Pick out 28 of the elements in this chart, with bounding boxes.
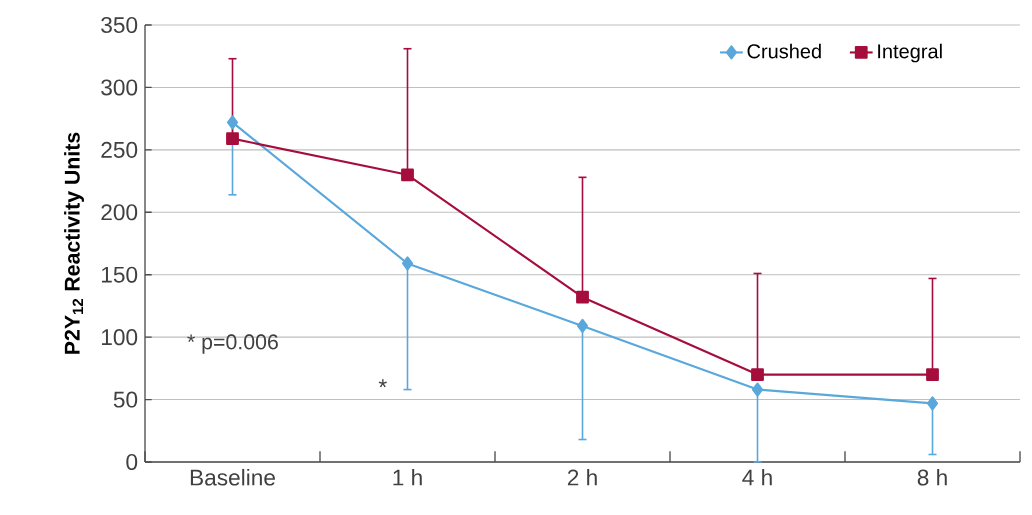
legend-label: Integral (878, 43, 942, 63)
y-tick-label: 250 (101, 141, 138, 158)
point (751, 382, 764, 397)
point (226, 132, 239, 146)
y-tick-label: 350 (101, 16, 138, 34)
x-tick-label: 8 h (917, 468, 947, 486)
point (576, 290, 589, 304)
y-tick-label: 200 (101, 204, 138, 221)
y-axis-title: P2Y$_{12}$ Reactivity Units (64, 132, 84, 354)
y-tick-label: 0 (126, 453, 138, 471)
x-tick-label: 2 h (567, 468, 597, 486)
point (751, 368, 764, 381)
point (226, 115, 239, 130)
x-tick-label: 4 h (742, 468, 772, 486)
x-tick-label: Baseline (190, 468, 275, 486)
annotation: * p=0.006 (187, 334, 278, 354)
point (926, 368, 939, 381)
legend-label: Crushed (747, 43, 821, 59)
point (576, 318, 589, 333)
point (401, 168, 414, 182)
x-tick-label: 1 h (393, 468, 422, 486)
annotation: * (378, 379, 387, 388)
y-tick-label: 100 (101, 329, 138, 346)
point (401, 256, 414, 271)
y-tick-label: 50 (113, 391, 138, 408)
point (926, 396, 939, 411)
y-tick-label: 150 (101, 266, 138, 283)
y-tick-label: 300 (101, 79, 138, 96)
